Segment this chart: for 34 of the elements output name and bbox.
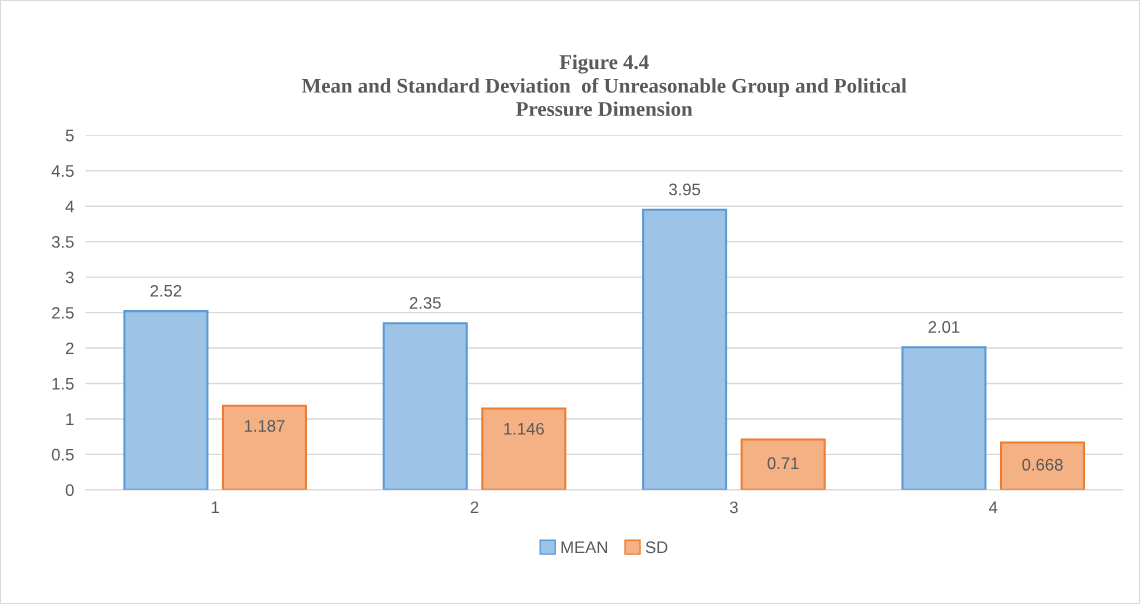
legend-label: MEAN [561, 541, 608, 553]
bar [999, 441, 1086, 490]
bar [642, 208, 728, 490]
bar [901, 346, 987, 490]
data-label: 2.52 [150, 284, 182, 297]
data-label: 1.187 [244, 420, 285, 432]
y-tick-label: 1.5 [52, 378, 74, 390]
data-label: 2.01 [928, 321, 960, 333]
bar [382, 322, 468, 490]
bar [740, 438, 826, 490]
x-tick-label: 3 [729, 501, 738, 514]
x-tick-label: 4 [988, 501, 998, 514]
data-label: 2.35 [409, 297, 441, 309]
legend-label: SD [645, 541, 668, 554]
bar [221, 404, 307, 490]
data-label: 3.95 [669, 183, 701, 196]
y-tick-label: 3.5 [51, 236, 74, 248]
y-tick-label: 5 [65, 129, 74, 142]
y-tick-label: 2 [65, 342, 74, 355]
bar [481, 407, 567, 490]
y-tick-label: 0.5 [51, 448, 74, 461]
y-tick-label: 4 [65, 200, 74, 213]
x-tick-label: 2 [470, 501, 479, 514]
y-tick-label: 3 [65, 271, 74, 284]
x-tick-label: 1 [211, 501, 219, 514]
y-tick-label: 0 [65, 484, 74, 497]
y-tick-label: 1 [66, 413, 74, 425]
y-tick-label: 2.5 [52, 306, 74, 319]
data-label: 0.668 [1022, 458, 1063, 471]
y-tick-label: 4.5 [51, 165, 74, 177]
data-label: 1.146 [504, 422, 544, 435]
chart-title: Figure 4.4 Mean and Standard Deviation of Unreasonable Group and Political Pressure Dimension [301, 54, 907, 117]
bar [123, 310, 209, 490]
data-label: 0.71 [767, 457, 799, 470]
